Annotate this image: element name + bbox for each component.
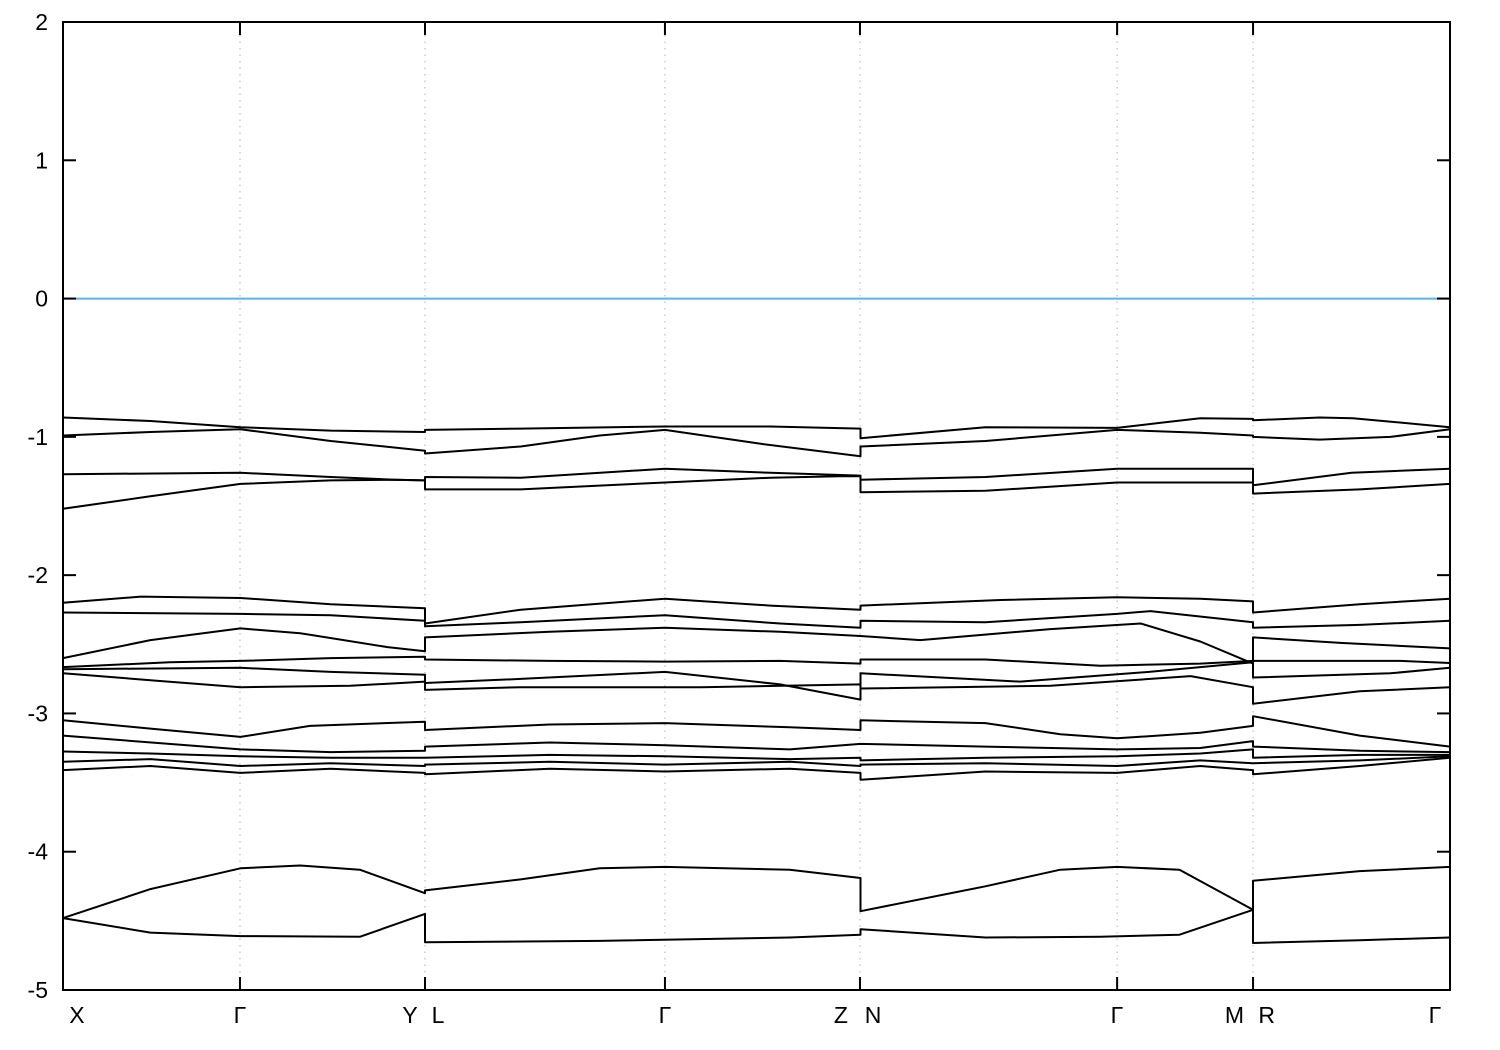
kpoint-label: Z xyxy=(834,1002,848,1028)
band-11 xyxy=(62,715,1451,748)
kpoint-label: Γ xyxy=(659,1002,672,1028)
kpoint-label: N xyxy=(865,1002,882,1028)
y-axis-tick-label: 1 xyxy=(35,147,48,173)
band-16 xyxy=(62,864,1451,920)
y-axis-tick-label: 2 xyxy=(35,9,48,35)
band-7 xyxy=(62,622,1451,665)
band-17 xyxy=(62,908,1451,944)
y-axis-tick-label: -4 xyxy=(28,839,49,865)
y-axis-tick-label: -1 xyxy=(28,424,48,450)
y-axis-tick-label: -5 xyxy=(28,977,48,1003)
band-14 xyxy=(62,755,1451,767)
band-3 xyxy=(62,467,1451,487)
kpoint-label: Γ xyxy=(1429,1002,1442,1028)
band-4 xyxy=(62,475,1451,510)
kpoint-label: Γ xyxy=(234,1002,247,1028)
kpoint-label: X xyxy=(69,1002,84,1028)
kpoint-label: Y xyxy=(402,1002,417,1028)
band-8 xyxy=(62,655,1451,669)
band-5 xyxy=(62,595,1451,625)
y-axis-tick-label: -3 xyxy=(28,700,48,726)
plot-border xyxy=(62,21,1451,991)
kpoint-label: L xyxy=(432,1002,445,1028)
band-9 xyxy=(62,661,1451,701)
band-10 xyxy=(62,672,1451,705)
kpoint-label: M xyxy=(1225,1002,1244,1028)
band-15 xyxy=(62,756,1451,781)
band-1 xyxy=(62,416,1451,440)
band-12 xyxy=(62,734,1451,754)
y-axis-tick-label: -2 xyxy=(28,562,48,588)
band-6 xyxy=(62,610,1451,629)
y-axis-tick-label: 0 xyxy=(35,286,48,312)
band-13 xyxy=(62,748,1450,762)
kpoint-label: Γ xyxy=(1111,1002,1124,1028)
band-2 xyxy=(62,428,1451,458)
kpoint-label: R xyxy=(1258,1002,1275,1028)
